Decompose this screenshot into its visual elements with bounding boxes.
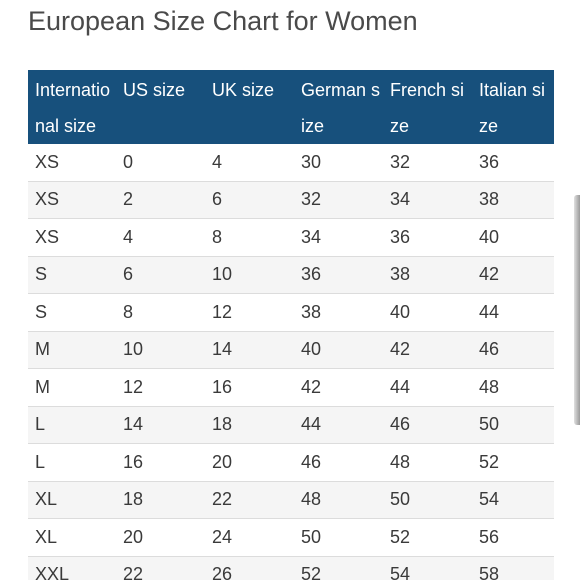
cell-french-size: 48 (383, 443, 472, 482)
cell-international-size: XXL (28, 556, 116, 580)
cell-italian-size: 54 (472, 481, 554, 519)
cell-international-size: S (28, 293, 116, 332)
cell-international-size: S (28, 256, 116, 294)
table-body: XS 0 4 30 32 36 XS 2 6 32 34 38 XS 4 8 34 36 40 S 6 10 36 38 42… (28, 144, 554, 580)
cell-french-size: 44 (383, 368, 472, 407)
cell-italian-size: 50 (472, 406, 554, 444)
cell-italian-size: 48 (472, 368, 554, 407)
cell-french-size: 54 (383, 556, 472, 580)
cell-international-size: XL (28, 481, 116, 519)
cell-international-size: XS (28, 218, 116, 257)
cell-italian-size: 38 (472, 181, 554, 219)
cell-french-size: 52 (383, 518, 472, 557)
cell-italian-size: 36 (472, 144, 554, 182)
cell-german-size: 38 (294, 293, 383, 332)
cell-uk-size: 18 (205, 406, 294, 444)
scrollbar-edge (574, 195, 580, 425)
cell-french-size: 46 (383, 406, 472, 444)
cell-us-size: 4 (116, 218, 205, 257)
table-row: M 10 14 40 42 46 (28, 331, 554, 369)
table-row: XXL 22 26 52 54 58 (28, 556, 554, 580)
cell-german-size: 42 (294, 368, 383, 407)
cell-international-size: M (28, 368, 116, 407)
cell-international-size: L (28, 443, 116, 482)
cell-international-size: XL (28, 518, 116, 557)
cell-international-size: M (28, 331, 116, 369)
cell-german-size: 40 (294, 331, 383, 369)
cell-uk-size: 8 (205, 218, 294, 257)
cell-italian-size: 58 (472, 556, 554, 580)
cell-italian-size: 40 (472, 218, 554, 257)
cell-french-size: 42 (383, 331, 472, 369)
cell-german-size: 48 (294, 481, 383, 519)
cell-german-size: 50 (294, 518, 383, 557)
cell-german-size: 46 (294, 443, 383, 482)
cell-french-size: 38 (383, 256, 472, 294)
cell-us-size: 12 (116, 368, 205, 407)
cell-italian-size: 46 (472, 331, 554, 369)
size-chart-table: International size US size UK size Germa… (28, 70, 554, 580)
header-italian-size: Italian size (479, 80, 546, 136)
table-row: S 8 12 38 40 44 (28, 293, 554, 332)
cell-italian-size: 42 (472, 256, 554, 294)
cell-german-size: 32 (294, 181, 383, 219)
cell-french-size: 32 (383, 144, 472, 182)
table-row: L 14 18 44 46 50 (28, 406, 554, 444)
cell-german-size: 52 (294, 556, 383, 580)
table-row: XS 4 8 34 36 40 (28, 218, 554, 257)
table-header: International size US size UK size Germa… (28, 70, 554, 144)
cell-us-size: 14 (116, 406, 205, 444)
cell-german-size: 36 (294, 256, 383, 294)
table-row: S 6 10 36 38 42 (28, 256, 554, 294)
cell-international-size: L (28, 406, 116, 444)
table-row: XL 20 24 50 52 56 (28, 518, 554, 557)
page-title: European Size Chart for Women (28, 6, 418, 36)
cell-uk-size: 12 (205, 293, 294, 332)
header-french-size: French size (390, 80, 465, 136)
cell-us-size: 22 (116, 556, 205, 580)
cell-uk-size: 6 (205, 181, 294, 219)
header-row: International size US size UK size Germa… (28, 70, 554, 144)
cell-us-size: 10 (116, 331, 205, 369)
table-row: M 12 16 42 44 48 (28, 368, 554, 407)
cell-german-size: 30 (294, 144, 383, 182)
cell-uk-size: 22 (205, 481, 294, 519)
header-uk-size: UK size (212, 80, 275, 100)
header-international-size: International size (35, 80, 111, 136)
cell-uk-size: 26 (205, 556, 294, 580)
table-row: XS 2 6 32 34 38 (28, 181, 554, 219)
cell-french-size: 34 (383, 181, 472, 219)
cell-us-size: 6 (116, 256, 205, 294)
cell-italian-size: 44 (472, 293, 554, 332)
cell-uk-size: 14 (205, 331, 294, 369)
cell-uk-size: 24 (205, 518, 294, 557)
cell-us-size: 16 (116, 443, 205, 482)
cell-uk-size: 4 (205, 144, 294, 182)
cell-international-size: XS (28, 181, 116, 219)
table-row: XS 0 4 30 32 36 (28, 144, 554, 182)
cell-french-size: 40 (383, 293, 472, 332)
cell-us-size: 0 (116, 144, 205, 182)
cell-uk-size: 20 (205, 443, 294, 482)
header-us-size: US size (123, 80, 186, 100)
cell-uk-size: 16 (205, 368, 294, 407)
cell-italian-size: 52 (472, 443, 554, 482)
cell-us-size: 8 (116, 293, 205, 332)
cell-uk-size: 10 (205, 256, 294, 294)
table-row: L 16 20 46 48 52 (28, 443, 554, 482)
cell-french-size: 50 (383, 481, 472, 519)
header-german-size: German size (301, 80, 381, 136)
cell-german-size: 44 (294, 406, 383, 444)
table-row: XL 18 22 48 50 54 (28, 481, 554, 519)
cell-french-size: 36 (383, 218, 472, 257)
cell-german-size: 34 (294, 218, 383, 257)
cell-us-size: 20 (116, 518, 205, 557)
cell-international-size: XS (28, 144, 116, 182)
cell-us-size: 2 (116, 181, 205, 219)
cell-italian-size: 56 (472, 518, 554, 557)
cell-us-size: 18 (116, 481, 205, 519)
